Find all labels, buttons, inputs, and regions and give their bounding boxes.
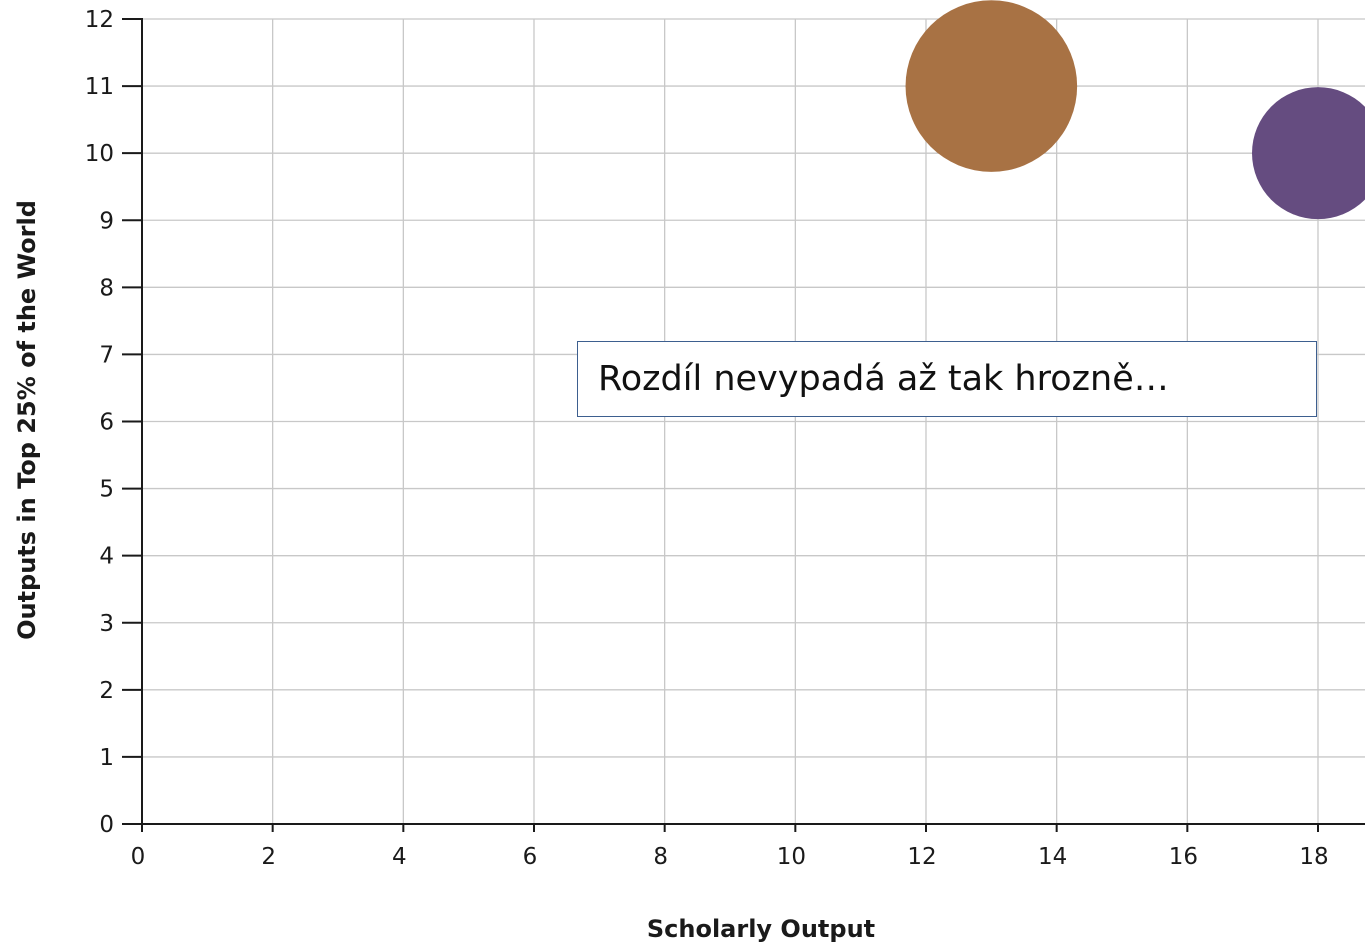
y-tick-label: 12 xyxy=(85,7,114,33)
grid-lines xyxy=(142,18,1365,824)
x-tick-label: 12 xyxy=(907,844,936,870)
bubbles xyxy=(905,0,1365,220)
y-tick-label: 7 xyxy=(99,342,114,368)
y-tick-label: 5 xyxy=(99,477,114,503)
y-tick-label: 9 xyxy=(99,208,114,234)
y-tick-label: 8 xyxy=(99,275,114,301)
y-tick-label: 10 xyxy=(85,141,114,167)
x-axis-ticks: 0 2 4 6 8 10 12 14 16 18 xyxy=(131,824,1329,870)
x-tick-label: 2 xyxy=(261,844,276,870)
x-tick-label: 18 xyxy=(1299,844,1328,870)
x-tick-label: 8 xyxy=(653,844,668,870)
y-tick-label: 11 xyxy=(85,74,114,100)
annotation-text: Rozdíl nevypadá až tak hrozně… xyxy=(598,359,1169,399)
bubble-point-2 xyxy=(1252,87,1365,220)
x-tick-label: 0 xyxy=(131,844,146,870)
y-axis-title: Outputs in Top 25% of the World xyxy=(13,200,41,640)
x-tick-label: 6 xyxy=(523,844,538,870)
annotation-callout: Rozdíl nevypadá až tak hrozně… xyxy=(577,341,1317,417)
y-tick-label: 3 xyxy=(99,611,114,637)
y-tick-label: 6 xyxy=(99,410,114,436)
bubble-point-1 xyxy=(905,0,1078,172)
x-tick-label: 14 xyxy=(1038,844,1067,870)
x-tick-label: 10 xyxy=(777,844,806,870)
x-tick-label: 4 xyxy=(392,844,407,870)
x-axis-title: Scholarly Output xyxy=(647,915,875,942)
y-tick-label: 0 xyxy=(99,812,114,838)
x-tick-label: 16 xyxy=(1169,844,1198,870)
y-tick-label: 4 xyxy=(99,544,114,570)
y-tick-label: 1 xyxy=(99,745,114,771)
y-tick-label: 2 xyxy=(99,678,114,704)
